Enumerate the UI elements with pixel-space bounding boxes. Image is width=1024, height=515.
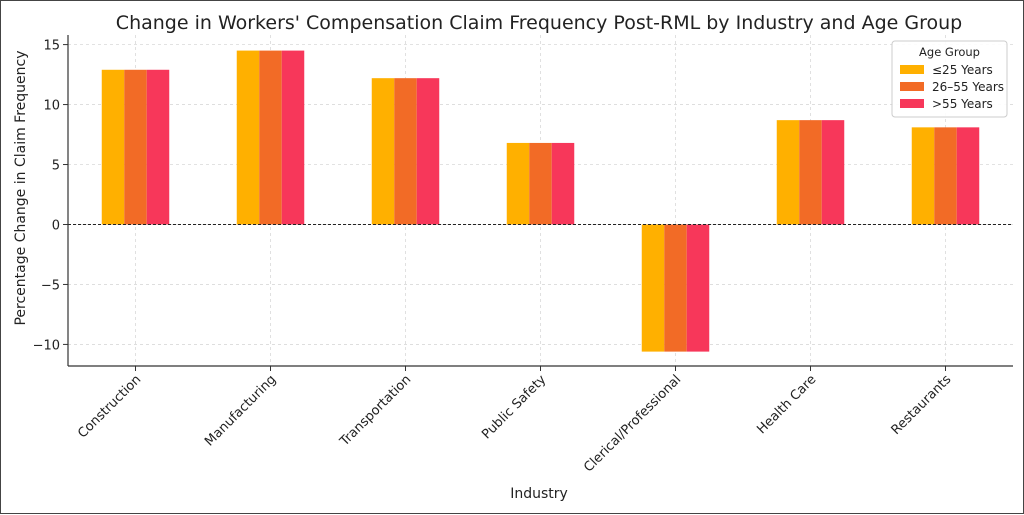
- x-tick-label: Restaurants: [889, 372, 955, 438]
- x-tick-label: Transportation: [337, 372, 415, 450]
- axes-layer: −10 −5 0 5 10 15 Construction Manufacturing Tran…: [33, 35, 1013, 475]
- x-tick-label: Clerical/Professional: [581, 372, 684, 475]
- bar: [664, 224, 687, 352]
- bar: [821, 120, 845, 225]
- bar: [124, 69, 147, 225]
- bar: [371, 78, 395, 225]
- bar: [956, 127, 980, 225]
- bar: [236, 50, 260, 225]
- bar: [934, 127, 957, 225]
- bar: [799, 120, 822, 225]
- x-tick-label: Health Care: [754, 372, 819, 437]
- legend-swatch: [900, 99, 924, 108]
- bar: [259, 50, 282, 225]
- bar: [281, 50, 305, 225]
- bar: [416, 78, 440, 225]
- legend-title: Age Group: [919, 45, 980, 59]
- legend-label: ≤25 Years: [932, 63, 993, 77]
- y-tick-label: 0: [52, 218, 60, 233]
- bar: [551, 142, 575, 225]
- y-tick-label: 5: [52, 159, 60, 174]
- bar: [686, 224, 710, 352]
- x-tick-label: Public Safety: [479, 372, 549, 442]
- legend: Age Group ≤25 Years 26–55 Years >55 Years: [891, 40, 1008, 118]
- legend-swatch: [900, 82, 924, 91]
- x-tick-label: Manufacturing: [202, 372, 279, 449]
- x-tick-label: Construction: [75, 372, 144, 441]
- legend-label: 26–55 Years: [932, 80, 1004, 94]
- chart-title: Change in Workers' Compensation Claim Fr…: [116, 12, 962, 34]
- bar: [776, 120, 800, 225]
- bar: [529, 142, 552, 225]
- bar: [101, 69, 125, 225]
- bar: [146, 69, 170, 225]
- legend-swatch: [900, 65, 924, 74]
- bar: [394, 78, 417, 225]
- legend-label: >55 Years: [932, 97, 993, 111]
- x-axis-label: Industry: [510, 486, 568, 502]
- y-axis-label: Percentage Change in Claim Frequency: [13, 50, 29, 325]
- y-tick-label: −5: [41, 278, 60, 293]
- y-tick-label: 10: [43, 99, 60, 114]
- y-tick-label: 15: [43, 39, 60, 54]
- bar: [641, 224, 665, 352]
- legend-box: [891, 40, 1008, 118]
- bar: [911, 127, 935, 225]
- bar: [506, 142, 530, 225]
- y-tick-label: −10: [33, 338, 60, 353]
- bars-layer: [101, 50, 980, 352]
